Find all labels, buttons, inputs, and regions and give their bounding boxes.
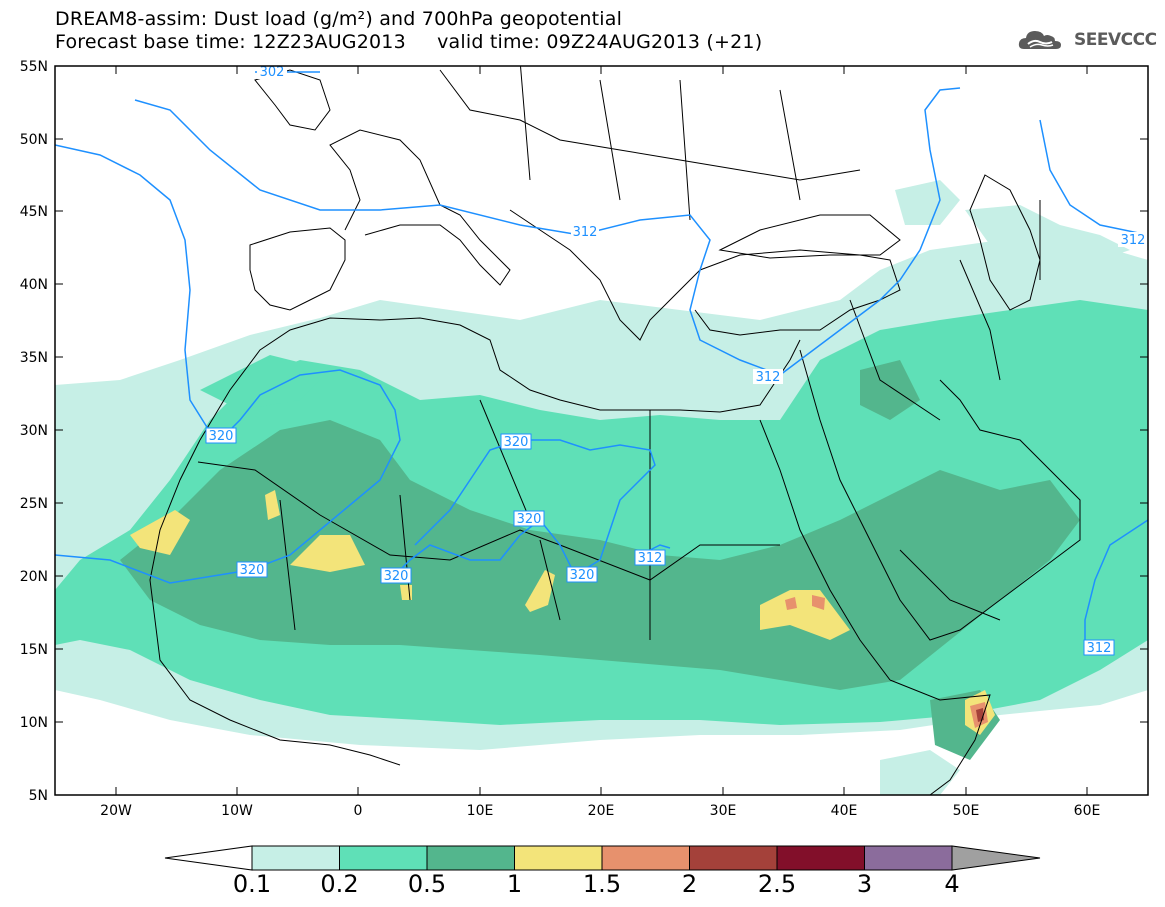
colorbar-box [339,845,428,871]
lat-label: 45N [20,204,48,220]
lat-label: 55N [20,59,48,75]
logo-text: SEEVCCC [1074,30,1157,50]
border-sahara-2 [279,399,651,640]
lat-label: 35N [20,350,48,366]
contour-label: 320 [504,435,529,450]
colorbar-under-arrow [164,845,253,871]
lon-label: 30E [710,803,737,819]
colorbar-boxes [251,845,953,871]
contour-label: 320 [384,569,409,584]
coast-west-africa [149,439,401,766]
contour-label: 302 [260,65,285,80]
contour-320-main [55,369,401,584]
lon-label: 20W [100,803,132,819]
colorbar-label: 2.5 [757,870,797,898]
coast-black-sea [718,214,901,259]
lat-label: 10N [20,715,48,731]
forecast-time-subtitle: Forecast base time: 12Z23AUG2013 valid t… [55,31,763,53]
contour-label: 312 [1121,233,1146,248]
colorbar-label: 0.2 [320,870,359,898]
lon-label: 60E [1074,803,1101,819]
dust-patch-1-mali-b [290,535,365,572]
contour-312-east [1039,119,1148,236]
lon-label: 10W [221,803,253,819]
coast-horn [889,679,991,795]
colorbar-label: 0.5 [407,870,447,898]
contour-320-mid [394,439,656,577]
cloud-logo-icon [1018,31,1061,49]
contour-label: 312 [573,225,598,240]
dust-patch-1-chad [525,570,555,612]
colorbar-label: 4 [944,870,960,898]
lat-label: 5N [29,788,48,804]
border-europe [439,66,861,221]
lon-label: 10E [467,803,494,819]
contour-labels: 302 312 312 312 320 320 320 320 320 320 … [205,64,1148,656]
lon-label: 20E [588,803,615,819]
border-middle-east [849,200,1041,621]
dust-patch-1-sudan [760,590,850,640]
lat-label: 25N [20,496,48,512]
dust-patch-light-south [880,750,960,795]
contour-label: 320 [517,512,542,527]
dust-patch-light-ne [895,180,960,225]
lat-label: 15N [20,642,48,658]
lat-axis [55,65,1148,723]
coast-caspian [969,174,1041,311]
contour-label: 320 [570,568,595,583]
contour-label: 312 [756,370,781,385]
dust-patch-dense-arabia-n [860,360,920,420]
colorbar-box [601,845,690,871]
coast-arabia [799,349,1081,641]
colorbar-box [426,845,515,871]
colorbar-box [251,845,340,871]
dust-fields [55,180,1148,795]
colorbar-label: 3 [856,870,873,898]
lat-labels: 55N 50N 45N 40N 35N 30N 25N 20N 15N 10N … [20,59,48,804]
coast-france-italy [329,129,511,286]
coast-red-sea [759,419,891,681]
dust-patch-1p5-eritrea [812,595,825,610]
lon-label: 50E [953,803,980,819]
seevccc-logo: SEEVCCC [1018,26,1157,54]
contour-label: 320 [240,563,265,578]
dust-patch-medium-west [200,355,330,410]
map-title: DREAM8-assim: Dust load (g/m²) and 700hP… [55,8,623,30]
dust-patch-1p5-sudan [785,597,797,610]
colorbar-box [776,845,865,871]
colorbar-box [864,845,953,871]
colorbar-label: 1 [506,870,523,898]
colorbar-over-arrow [951,845,1041,871]
lon-labels: 20W 10W 0 10E 20E 30E 40E 50E 60E [100,803,1100,819]
lon-label: 0 [354,803,363,819]
dust-patch-1-mali-a [265,490,280,520]
lat-label: 30N [20,423,48,439]
coast-balkans-greece [509,209,701,341]
colorbar-box [514,845,603,871]
contour-label: 312 [638,551,663,566]
dust-patch-light-caspian [965,205,1130,260]
coast-north-africa [199,317,801,441]
colorbar [164,845,1041,871]
colorbar-label: 0.1 [232,870,272,898]
colorbar-label: 1.5 [582,870,622,898]
lat-label: 40N [20,277,48,293]
lat-label: 50N [20,132,48,148]
contour-312-north [134,87,961,376]
contour-label: 320 [209,429,234,444]
lon-axis [115,66,1088,795]
colorbar-box [689,845,778,871]
coast-iberia [249,227,346,311]
lat-label: 20N [20,569,48,585]
contour-312-west [55,144,216,441]
lon-label: 40E [831,803,858,819]
border-sahara-1 [197,461,780,581]
contour-label: 312 [1087,641,1112,656]
colorbar-label: 2 [681,870,698,898]
